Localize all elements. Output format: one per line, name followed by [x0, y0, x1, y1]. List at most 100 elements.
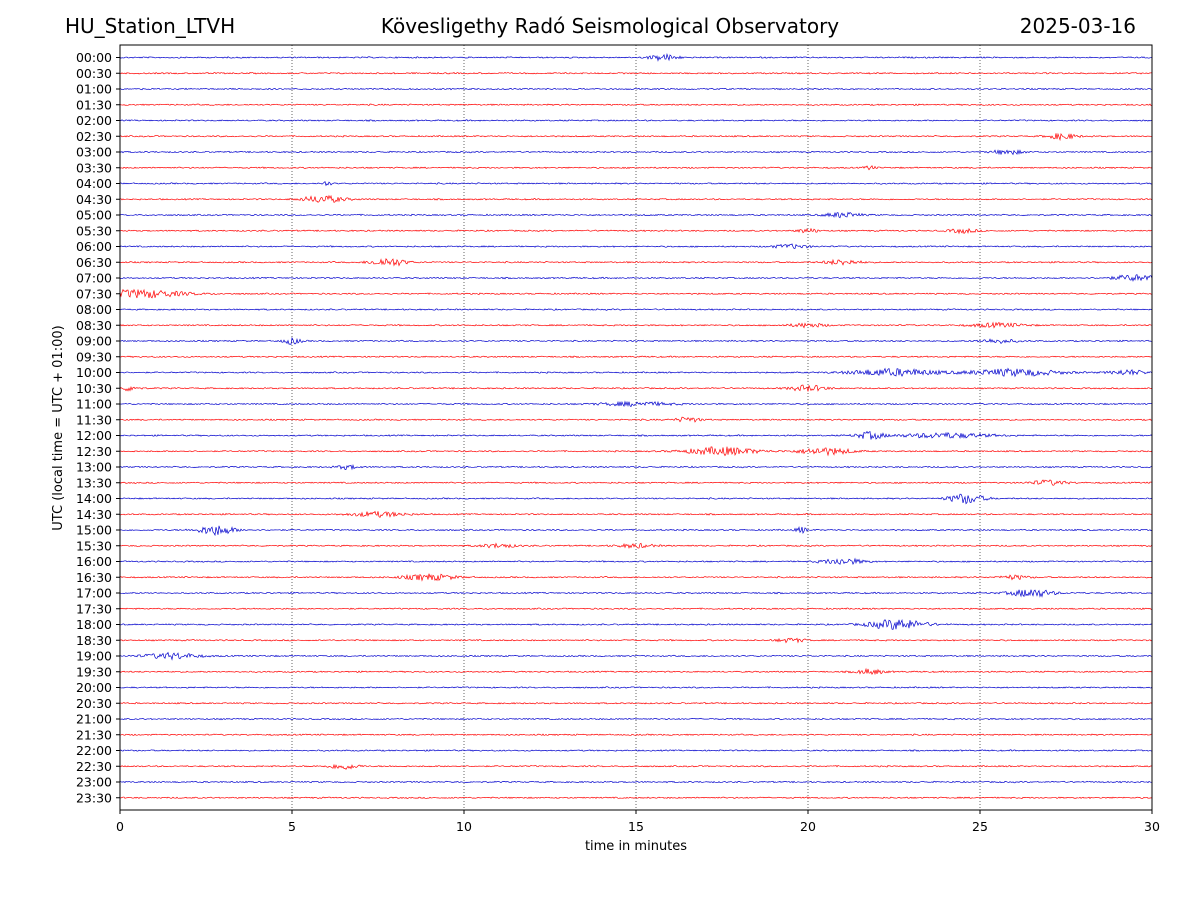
trace-19:30 [119, 667, 1153, 676]
trace-20:30 [119, 701, 1153, 705]
x-tick-label-30: 30 [1144, 819, 1160, 834]
y-tick-label: 13:00 [76, 460, 112, 475]
trace-00:30 [119, 71, 1153, 75]
y-tick-label: 23:30 [76, 790, 112, 805]
trace-08:30 [119, 321, 1153, 329]
y-tick-label: 17:00 [76, 586, 112, 601]
trace-13:30 [119, 479, 1153, 486]
trace-18:30 [119, 637, 1153, 644]
trace-10:00 [119, 367, 1153, 378]
trace-04:00 [119, 181, 1153, 187]
x-tick-label-0: 0 [116, 819, 124, 834]
trace-03:00 [119, 149, 1153, 156]
trace-18:00 [119, 618, 1153, 630]
y-tick-label: 22:30 [76, 759, 112, 774]
trace-14:30 [119, 510, 1153, 518]
y-tick-label: 14:00 [76, 491, 112, 506]
trace-16:30 [119, 573, 1153, 582]
trace-07:30 [119, 288, 1153, 299]
y-tick-label: 02:30 [76, 129, 112, 144]
y-tick-label: 20:30 [76, 696, 112, 711]
y-tick-label: 02:00 [76, 113, 112, 128]
y-tick-label: 21:30 [76, 727, 112, 742]
y-tick-label: 08:30 [76, 318, 112, 333]
station-name: HU_Station_LTVH [65, 14, 236, 38]
y-tick-label: 17:30 [76, 601, 112, 616]
y-tick-label: 14:30 [76, 507, 112, 522]
trace-23:00 [119, 780, 1153, 784]
y-tick-label: 23:00 [76, 775, 112, 790]
y-tick-label: 05:30 [76, 223, 112, 238]
y-tick-label: 16:00 [76, 554, 112, 569]
trace-13:00 [119, 464, 1153, 471]
trace-10:30 [119, 384, 1153, 392]
trace-21:30 [119, 733, 1153, 737]
y-tick-label: 10:00 [76, 365, 112, 380]
y-tick-label: 21:00 [76, 712, 112, 727]
y-tick-label: 09:00 [76, 334, 112, 349]
y-tick-label: 18:00 [76, 617, 112, 632]
trace-08:00 [119, 308, 1153, 311]
x-tick-label-5: 5 [288, 819, 296, 834]
y-tick-label: 12:30 [76, 444, 112, 459]
y-tick-label: 19:00 [76, 649, 112, 664]
trace-19:00 [119, 651, 1153, 661]
trace-00:00 [119, 52, 1153, 62]
y-tick-label: 09:30 [76, 349, 112, 364]
trace-01:30 [119, 103, 1153, 107]
y-tick-label: 01:30 [76, 97, 112, 112]
seismic-traces [119, 52, 1153, 800]
trace-06:30 [119, 257, 1153, 267]
y-axis-label: UTC (local time = UTC + 01:00) [51, 325, 66, 530]
x-axis: 0 5 10 15 20 25 30 [116, 810, 1160, 834]
y-tick-label: 05:00 [76, 208, 112, 223]
y-tick-label: 19:30 [76, 664, 112, 679]
trace-01:00 [119, 87, 1153, 91]
x-axis-label: time in minutes [585, 839, 687, 854]
trace-11:30 [119, 416, 1153, 423]
chart-date: 2025-03-16 [1019, 14, 1136, 38]
trace-22:30 [119, 763, 1153, 770]
x-tick-label-10: 10 [456, 819, 472, 834]
trace-23:30 [119, 796, 1153, 800]
y-axis: 00:0000:3001:0001:3002:0002:3003:0003:30… [76, 50, 120, 805]
x-tick-label-25: 25 [972, 819, 988, 834]
y-tick-label: 11:00 [76, 397, 112, 412]
trace-16:00 [119, 557, 1153, 566]
y-tick-label: 12:00 [76, 428, 112, 443]
y-tick-label: 15:00 [76, 523, 112, 538]
y-tick-label: 16:30 [76, 570, 112, 585]
trace-05:00 [119, 211, 1153, 219]
y-tick-label: 22:00 [76, 743, 112, 758]
y-tick-label: 10:30 [76, 381, 112, 396]
trace-12:30 [119, 446, 1153, 457]
y-tick-label: 18:30 [76, 633, 112, 648]
trace-12:00 [119, 430, 1153, 440]
y-tick-label: 07:30 [76, 286, 112, 301]
x-tick-label-20: 20 [800, 819, 816, 834]
y-tick-label: 11:30 [76, 412, 112, 427]
y-tick-label: 15:30 [76, 538, 112, 553]
x-tick-label-15: 15 [628, 819, 644, 834]
trace-05:30 [119, 227, 1153, 235]
y-tick-label: 00:30 [76, 66, 112, 81]
trace-11:00 [119, 400, 1153, 408]
trace-15:30 [119, 542, 1153, 549]
trace-22:00 [119, 749, 1153, 752]
trace-15:00 [119, 525, 1153, 537]
y-tick-label: 04:30 [76, 192, 112, 207]
y-tick-label: 06:30 [76, 255, 112, 270]
y-tick-label: 08:00 [76, 302, 112, 317]
y-tick-label: 03:30 [76, 160, 112, 175]
y-tick-label: 01:00 [76, 82, 112, 97]
trace-17:30 [119, 607, 1153, 610]
y-tick-label: 00:00 [76, 50, 112, 65]
trace-09:30 [119, 355, 1153, 359]
trace-02:00 [119, 119, 1153, 122]
y-tick-label: 13:30 [76, 475, 112, 490]
trace-03:30 [119, 165, 1153, 171]
chart-title: Kövesligethy Radó Seismological Observat… [380, 14, 840, 38]
trace-20:00 [119, 686, 1153, 689]
y-tick-label: 03:00 [76, 145, 112, 160]
